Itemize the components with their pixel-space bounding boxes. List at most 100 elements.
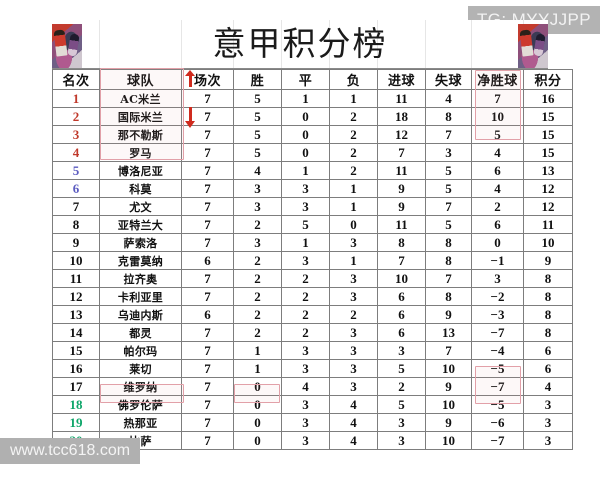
cell-win: 3 xyxy=(233,233,282,252)
cell-goals-for: 10 xyxy=(377,269,426,288)
cell-draw: 3 xyxy=(281,251,330,270)
table-row[interactable]: 4 罗马 7 5 0 2 7 3 4 15 xyxy=(52,143,573,162)
header-draw[interactable]: 平 xyxy=(281,69,330,90)
cell-loss: 1 xyxy=(329,89,378,108)
cell-goal-diff: −2 xyxy=(471,287,524,306)
cell-goal-diff: −6 xyxy=(471,413,524,432)
table-row[interactable]: 20比萨7034310−73 xyxy=(52,431,573,450)
cell-win: 1 xyxy=(233,359,282,378)
cell-draw: 0 xyxy=(281,107,330,126)
table-row[interactable]: 10 克雷莫纳 6 2 3 1 7 8 −1 9 xyxy=(52,251,573,270)
cell-goals-for: 9 xyxy=(377,197,426,216)
table-row[interactable]: 13 乌迪内斯 6 2 2 2 6 9 −3 8 xyxy=(52,305,573,324)
table-row[interactable]: 19 热那亚 7 0 3 4 3 9 −6 3 xyxy=(52,413,573,432)
cell-team: 那不勒斯 xyxy=(99,125,182,144)
table-row[interactable]: 14 都灵 7 2 2 3 6 13 −7 8 xyxy=(52,323,573,342)
cell-loss: 3 xyxy=(329,287,378,306)
cell-points: 15 xyxy=(523,107,573,126)
cell-draw: 1 xyxy=(281,89,330,108)
cell-draw: 3 xyxy=(281,413,330,432)
cell-loss: 1 xyxy=(329,197,378,216)
cell-goals-for: 11 xyxy=(377,215,426,234)
table-row[interactable]: 8 亚特兰大 7 2 5 0 11 5 6 11 xyxy=(52,215,573,234)
cell-loss: 0 xyxy=(329,215,378,234)
cell-loss: 1 xyxy=(329,179,378,198)
header-loss[interactable]: 负 xyxy=(329,69,378,90)
cell-played: 7 xyxy=(181,395,234,414)
cell-goals-against: 5 xyxy=(425,215,472,234)
cell-loss: 3 xyxy=(329,341,378,360)
header-points[interactable]: 积分 xyxy=(523,69,573,90)
cell-points: 8 xyxy=(523,323,573,342)
cell-win: 2 xyxy=(233,323,282,342)
cell-draw: 3 xyxy=(281,431,330,450)
header-goal-diff[interactable]: 净胜球 xyxy=(471,69,524,90)
cell-points: 6 xyxy=(523,359,573,378)
cell-team: AC米兰 xyxy=(99,89,182,108)
cell-played: 7 xyxy=(181,341,234,360)
cell-goal-diff: 4 xyxy=(471,179,524,198)
cell-goals-for: 7 xyxy=(377,143,426,162)
cell-points: 12 xyxy=(523,179,573,198)
cell-goal-diff: 4 xyxy=(471,143,524,162)
cell-points: 15 xyxy=(523,143,573,162)
table-row[interactable]: 9 萨索洛 7 3 1 3 8 8 0 10 xyxy=(52,233,573,252)
header-team[interactable]: 球队 xyxy=(99,69,182,90)
cell-goals-for: 11 xyxy=(377,161,426,180)
site-watermark: www.tcc618.com xyxy=(0,438,141,464)
cell-points: 4 xyxy=(523,377,573,396)
table-row[interactable]: 11 拉齐奥 7 2 2 3 10 7 3 8 xyxy=(52,269,573,288)
cell-draw: 2 xyxy=(281,269,330,288)
cell-goal-diff: −1 xyxy=(471,251,524,270)
table-row[interactable]: 15 帕尔玛 7 1 3 3 3 7 −4 6 xyxy=(52,341,573,360)
cell-loss: 2 xyxy=(329,161,378,180)
table-row[interactable]: 6 科莫 7 3 3 1 9 5 4 12 xyxy=(52,179,573,198)
cell-win: 5 xyxy=(233,143,282,162)
cell-goals-for: 9 xyxy=(377,179,426,198)
cell-goal-diff: −3 xyxy=(471,305,524,324)
table-row[interactable]: 17 维罗纳 7 0 4 3 2 9 −7 4 xyxy=(52,377,573,396)
header-win[interactable]: 胜 xyxy=(233,69,282,90)
cell-rank: 9 xyxy=(52,233,100,252)
cell-rank: 18 xyxy=(52,395,100,414)
cell-points: 16 xyxy=(523,89,573,108)
table-row[interactable]: 7 尤文 7 3 3 1 9 7 2 12 xyxy=(52,197,573,216)
cell-rank: 3 xyxy=(52,125,100,144)
table-row[interactable]: 5 博洛尼亚 7 4 1 2 11 5 6 13 xyxy=(52,161,573,180)
cell-played: 7 xyxy=(181,89,234,108)
cell-win: 3 xyxy=(233,197,282,216)
cell-draw: 2 xyxy=(281,287,330,306)
table-row[interactable]: 12 卡利亚里 7 2 2 3 6 8 −2 8 xyxy=(52,287,573,306)
cell-win: 0 xyxy=(233,395,282,414)
header-goals-for[interactable]: 进球 xyxy=(377,69,426,90)
cell-goal-diff: −4 xyxy=(471,341,524,360)
cell-win: 2 xyxy=(233,251,282,270)
cell-loss: 4 xyxy=(329,413,378,432)
table-row[interactable]: 3 那不勒斯 7 5 0 2 12 7 5 15 xyxy=(52,125,573,144)
cell-rank: 14 xyxy=(52,323,100,342)
table-row[interactable]: 2 国际米兰 7 5 0 2 18 8 10 15 xyxy=(52,107,573,126)
cell-goals-against: 5 xyxy=(425,161,472,180)
cell-played: 7 xyxy=(181,233,234,252)
table-row[interactable]: 1 AC米兰 7 5 1 1 11 4 7 16 xyxy=(52,89,573,108)
cell-win: 1 xyxy=(233,341,282,360)
header-rank[interactable]: 名次 xyxy=(52,69,100,90)
sheet-title-band: 意甲积分榜 xyxy=(52,20,548,69)
table-row[interactable]: 16 莱切 7 1 3 3 5 10 −5 6 xyxy=(52,359,573,378)
cell-rank: 17 xyxy=(52,377,100,396)
cell-goals-against: 8 xyxy=(425,287,472,306)
cell-win: 2 xyxy=(233,287,282,306)
cell-team: 克雷莫纳 xyxy=(99,251,182,270)
cell-rank: 1 xyxy=(52,89,100,108)
cell-goals-for: 2 xyxy=(377,377,426,396)
cell-played: 7 xyxy=(181,359,234,378)
standings-table: 名次 球队 场次 胜 平 负 进球 失球 净胜球 积分 1 AC米兰 7 5 1 1 11 4… xyxy=(52,69,573,450)
cell-goal-diff: 5 xyxy=(471,125,524,144)
header-played[interactable]: 场次 xyxy=(181,69,234,90)
table-row[interactable]: 18 佛罗伦萨 7 0 3 4 5 10 −5 3 xyxy=(52,395,573,414)
cell-draw: 3 xyxy=(281,341,330,360)
page-title: 意甲积分榜 xyxy=(212,24,388,63)
cell-goal-diff: 3 xyxy=(471,269,524,288)
header-goals-against[interactable]: 失球 xyxy=(425,69,472,90)
cell-rank: 5 xyxy=(52,161,100,180)
